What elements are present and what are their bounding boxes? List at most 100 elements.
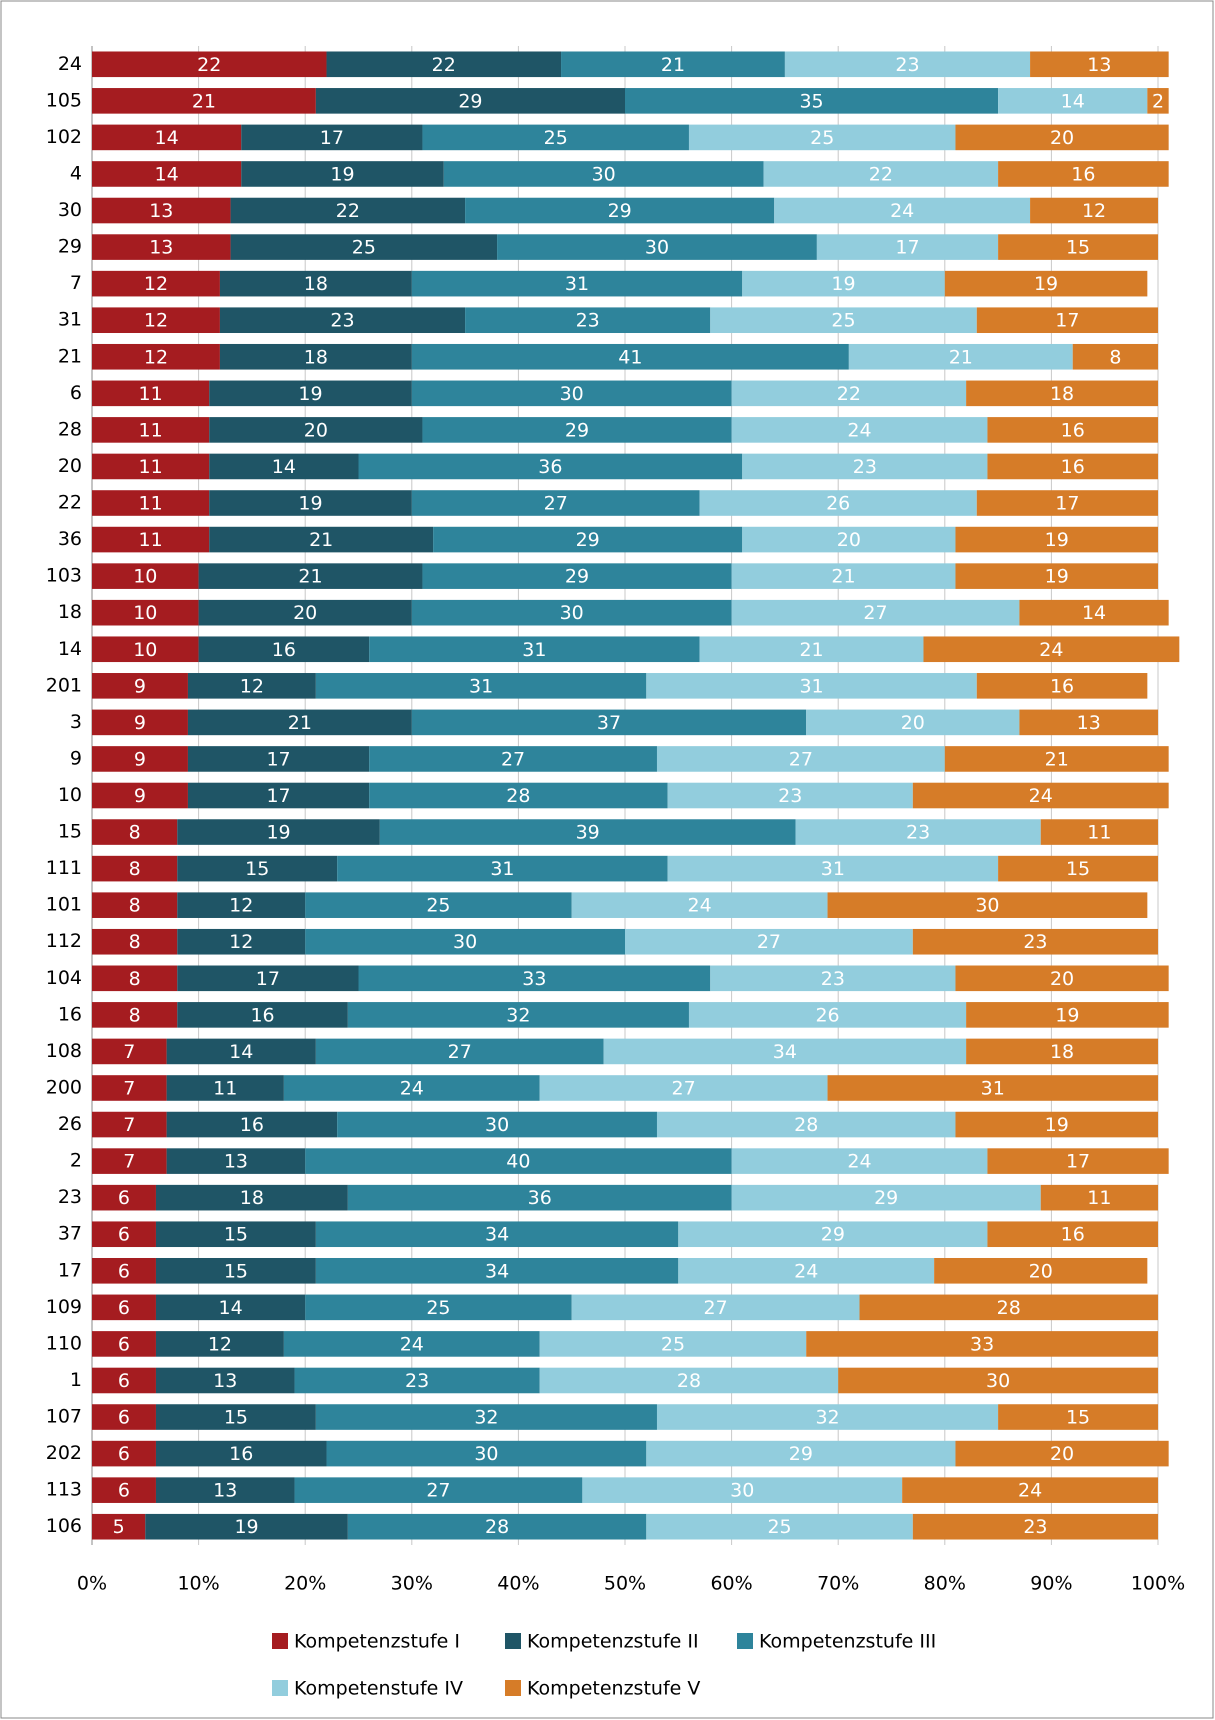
x-tick-label: 50% (604, 1573, 646, 1595)
data-label: 21 (192, 90, 216, 112)
data-label: 12 (240, 675, 264, 697)
bar-segment (92, 746, 188, 772)
bar-segment (92, 453, 210, 480)
legend-swatch (272, 1680, 288, 1696)
y-tick-label: 109 (46, 1296, 82, 1318)
bar-segment (155, 1184, 348, 1211)
bar-segment (209, 417, 423, 443)
bar-segment (561, 51, 785, 78)
y-tick-label: 6 (70, 382, 82, 404)
y-tick-label: 18 (58, 601, 82, 623)
data-label: 25 (831, 310, 855, 332)
bar-segment (155, 1331, 284, 1357)
data-label: 31 (821, 858, 845, 880)
data-label: 7 (123, 1077, 135, 1099)
data-label: 27 (448, 1041, 472, 1063)
data-label: 28 (794, 1114, 818, 1136)
bar-segment (688, 1002, 967, 1028)
data-label: 20 (901, 712, 925, 734)
data-label: 31 (522, 639, 546, 661)
data-label: 29 (458, 90, 482, 112)
data-label: 25 (661, 1333, 685, 1355)
y-tick-label: 37 (58, 1223, 82, 1245)
bar-segment (625, 928, 913, 955)
bar-segment (315, 1038, 604, 1065)
bar-segment (92, 307, 220, 334)
data-label: 19 (298, 493, 322, 515)
data-label: 15 (224, 1260, 248, 1282)
bar-segment (92, 1257, 156, 1284)
data-label: 17 (895, 237, 919, 259)
data-label: 23 (821, 968, 845, 990)
bar-segment (92, 417, 210, 443)
data-label: 7 (123, 1151, 135, 1173)
data-label: 22 (432, 54, 456, 76)
bar-segment (92, 1184, 156, 1211)
bar-segment (92, 51, 327, 78)
data-label: 15 (1066, 858, 1090, 880)
data-label: 7 (123, 1041, 135, 1063)
bar-segment (369, 746, 657, 772)
data-label: 23 (330, 310, 354, 332)
bar-segment (411, 709, 807, 736)
bar-segment (92, 380, 210, 407)
data-label: 11 (139, 456, 163, 478)
bar-segment (219, 307, 466, 334)
data-label: 23 (906, 822, 930, 844)
bar-segment (315, 1221, 679, 1248)
data-label: 30 (560, 383, 584, 405)
bar-segment (92, 1111, 167, 1138)
data-label: 9 (134, 748, 146, 770)
data-label: 13 (149, 200, 173, 222)
data-label: 28 (997, 1297, 1021, 1319)
data-label: 25 (810, 127, 834, 149)
data-label: 21 (831, 566, 855, 588)
data-label: 5 (113, 1516, 125, 1538)
bar-segment (710, 965, 956, 992)
data-label: 24 (400, 1333, 424, 1355)
data-label: 8 (129, 1004, 141, 1026)
bar-segment (241, 124, 423, 151)
bar-segment (315, 1257, 679, 1284)
bar-segment (1019, 599, 1169, 626)
bar-segment (187, 746, 370, 772)
bar-segment (337, 1111, 657, 1138)
bar-segment (411, 599, 732, 626)
data-label: 15 (224, 1224, 248, 1246)
bar-segment (678, 1221, 988, 1248)
data-label: 16 (1061, 456, 1085, 478)
bar-segment (625, 88, 999, 114)
bar-segment (465, 197, 775, 224)
data-label: 20 (1050, 1443, 1074, 1465)
bar-segment (433, 526, 743, 553)
data-label: 2 (1152, 90, 1164, 112)
data-label: 30 (986, 1370, 1010, 1392)
data-label: 6 (118, 1224, 130, 1246)
data-label: 20 (837, 529, 861, 551)
data-label: 19 (298, 383, 322, 405)
bar-segment (209, 490, 412, 516)
bar-segment (92, 709, 188, 736)
data-label: 16 (1071, 163, 1095, 185)
data-label: 16 (1061, 1224, 1085, 1246)
bar-segment (923, 636, 1180, 663)
data-label: 17 (1066, 1151, 1090, 1173)
data-label: 23 (778, 785, 802, 807)
y-tick-label: 16 (58, 1003, 82, 1025)
bar-segment (1147, 88, 1169, 114)
data-label: 19 (1034, 273, 1058, 295)
data-label: 12 (144, 273, 168, 295)
data-label: 10 (133, 566, 157, 588)
data-label: 29 (789, 1443, 813, 1465)
bar-segment (678, 1257, 935, 1284)
data-label: 28 (506, 785, 530, 807)
data-label: 8 (129, 895, 141, 917)
data-label: 14 (229, 1041, 253, 1063)
bar-segment (912, 1513, 1158, 1540)
y-tick-label: 112 (46, 930, 82, 952)
data-label: 22 (336, 200, 360, 222)
data-label: 19 (1055, 1004, 1079, 1026)
legend-swatch (272, 1633, 288, 1649)
bar-segment (92, 1404, 156, 1430)
data-label: 11 (139, 419, 163, 441)
